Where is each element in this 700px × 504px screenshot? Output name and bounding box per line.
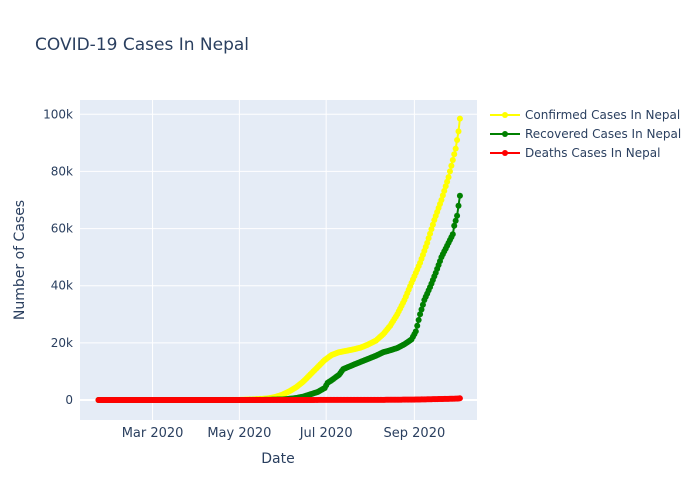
legend-item[interactable]: Recovered Cases In Nepal: [490, 127, 681, 141]
data-point: [454, 212, 461, 219]
series-3: [95, 395, 463, 403]
data-point: [429, 221, 436, 228]
plot-background: [80, 100, 477, 420]
y-tick-label: 80k: [51, 164, 73, 178]
data-point: [456, 395, 463, 402]
data-point: [455, 202, 462, 209]
data-point: [441, 187, 448, 194]
data-point: [456, 115, 463, 122]
data-point: [444, 178, 451, 185]
data-point: [414, 322, 421, 329]
y-tick-label: 0: [65, 393, 73, 407]
data-point: [419, 301, 426, 308]
data-point: [428, 226, 435, 233]
chart-title: COVID-19 Cases In Nepal: [35, 35, 249, 55]
series-traces: [95, 115, 463, 403]
legend[interactable]: Confirmed Cases In Nepal Recovered Cases …: [490, 108, 681, 160]
data-point: [455, 128, 462, 135]
legend-label: Deaths Cases In Nepal: [525, 146, 660, 160]
data-point: [452, 217, 459, 224]
data-point: [448, 162, 455, 169]
data-point: [427, 230, 434, 237]
data-point: [451, 151, 458, 158]
x-tick-label: May 2020: [207, 426, 271, 441]
data-point: [452, 145, 459, 152]
data-point: [456, 192, 463, 199]
y-axis-ticks: 0 20k 40k 60k 80k 100k: [43, 107, 73, 407]
y-axis-title: Number of Cases: [12, 200, 28, 320]
data-point: [454, 137, 461, 143]
x-tick-label: Sep 2020: [384, 426, 446, 441]
legend-item[interactable]: Confirmed Cases In Nepal: [490, 108, 680, 122]
y-tick-label: 60k: [51, 222, 73, 236]
y-tick-label: 100k: [43, 107, 73, 121]
data-point: [446, 168, 453, 175]
legend-label: Recovered Cases In Nepal: [525, 127, 681, 141]
data-point: [439, 192, 446, 199]
data-point: [425, 235, 432, 242]
data-point: [451, 222, 458, 229]
data-point: [449, 157, 456, 163]
y-tick-label: 40k: [51, 279, 73, 293]
legend-marker: [502, 131, 508, 137]
legend-marker: [502, 112, 508, 118]
x-tick-label: Jul 2020: [299, 426, 353, 441]
data-point: [415, 317, 422, 323]
data-point: [445, 174, 452, 181]
data-point: [418, 306, 425, 313]
x-tick-label: Mar 2020: [122, 426, 184, 441]
data-point: [417, 311, 424, 318]
data-point: [424, 239, 431, 246]
data-point: [442, 183, 449, 190]
data-point: [412, 328, 419, 335]
x-axis-ticks: Mar 2020 May 2020 Jul 2020 Sep 2020: [122, 426, 446, 441]
legend-label: Confirmed Cases In Nepal: [525, 108, 680, 122]
y-tick-label: 20k: [51, 336, 73, 350]
data-point: [449, 231, 456, 238]
legend-marker: [502, 150, 508, 156]
x-axis-title: Date: [261, 451, 294, 467]
legend-item[interactable]: Deaths Cases In Nepal: [490, 146, 660, 160]
data-point: [438, 197, 445, 203]
